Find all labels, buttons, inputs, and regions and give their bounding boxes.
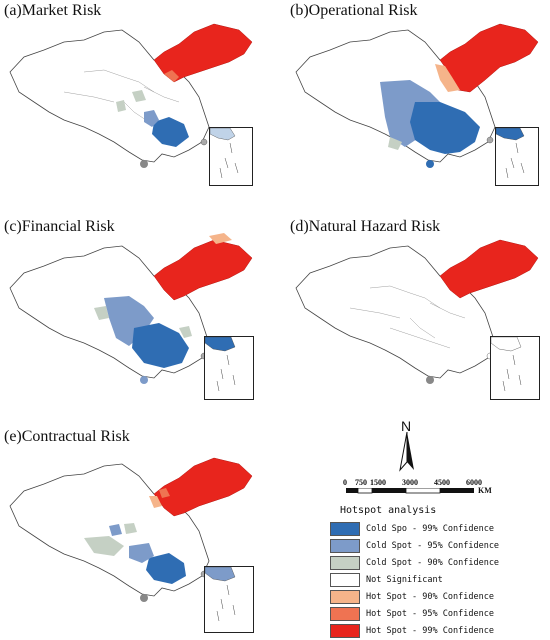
- hotspot-90-region: [209, 233, 232, 244]
- panel-operational-risk: (b)Operational Risk: [290, 2, 550, 197]
- hainan-island: [426, 160, 434, 168]
- coldspot-99-region: [146, 553, 186, 584]
- coldspot-90-region: [116, 100, 126, 112]
- scale-ticks: 0 750 1500 3000 4500 6000: [340, 478, 500, 488]
- inset-map: [209, 127, 239, 179]
- coldspot-90-region: [132, 90, 146, 102]
- legend-label: Hot Spot - 99% Confidence: [366, 625, 494, 636]
- legend-label: Hot Spot - 90% Confidence: [366, 591, 494, 602]
- coldspot-90-region: [179, 326, 192, 338]
- legend-item: Hot Spot - 99% Confidence: [330, 622, 540, 639]
- south-china-sea-inset: [204, 566, 254, 633]
- hainan-island: [140, 376, 148, 384]
- hotspot-95-region: [164, 70, 179, 82]
- coldspot-95-region: [144, 110, 159, 127]
- hainan-island: [140, 594, 148, 602]
- inset-map: [204, 336, 236, 392]
- coldspot-90-region: [124, 523, 137, 534]
- coldspot-90-region: [94, 306, 109, 320]
- inset-map: [490, 336, 522, 392]
- hainan-island: [426, 376, 434, 384]
- legend-swatch: [330, 538, 360, 553]
- panel-market-risk: (a)Market Risk: [4, 2, 269, 197]
- south-china-sea-inset: [495, 127, 539, 186]
- panel-title: (c)Financial Risk: [4, 218, 115, 235]
- hotspot-99-region: [439, 23, 539, 93]
- legend-swatch: [330, 555, 360, 570]
- legend-label: Cold Spot - 90% Confidence: [366, 557, 500, 568]
- hotspot-99-region: [439, 239, 539, 299]
- inset-map: [204, 566, 236, 622]
- panel-title: (d)Natural Hazard Risk: [290, 218, 441, 235]
- legend-item: Hot Spot - 95% Confidence: [330, 605, 540, 622]
- legend-swatch: [330, 623, 360, 638]
- legend-swatch: [330, 521, 360, 536]
- hotspot-90-region: [435, 64, 460, 92]
- legend-item: Cold Spot - 90% Confidence: [330, 554, 540, 571]
- china-map: [9, 233, 253, 384]
- coldspot-95-region: [109, 524, 122, 536]
- scale-tick: 3000: [402, 478, 418, 487]
- panel-contractual-risk: (e)Contractual Risk: [4, 428, 269, 638]
- hotspot-99-region: [153, 457, 253, 517]
- hotspot-99-region: [153, 239, 253, 301]
- south-china-sea-inset: [209, 127, 253, 186]
- china-map: [9, 23, 253, 168]
- legend-item: Cold Spo - 99% Confidence: [330, 520, 540, 537]
- coldspot-95-region: [129, 543, 154, 563]
- china-map: [9, 457, 253, 602]
- hotspot-90-region: [149, 496, 162, 508]
- scale-bar: [346, 488, 474, 494]
- panel-financial-risk: (c)Financial Risk: [4, 218, 269, 413]
- legend-swatch: [330, 606, 360, 621]
- taiwan-island: [200, 138, 208, 146]
- scale-tick: 1500: [370, 478, 386, 487]
- panel-title: (a)Market Risk: [4, 2, 102, 19]
- legend-item: Not Significant: [330, 571, 540, 588]
- north-arrow-icon: [399, 432, 414, 472]
- coldspot-99-region: [152, 117, 189, 147]
- province-borders: [349, 285, 466, 349]
- coldspot-99-region: [410, 102, 480, 154]
- scale-tick: 6000: [466, 478, 482, 487]
- legend-swatch: [330, 589, 360, 604]
- south-china-sea-inset: [490, 336, 540, 400]
- china-map: [295, 23, 539, 168]
- legend-label: Cold Spot - 95% Confidence: [366, 540, 500, 551]
- legend-label: Cold Spo - 99% Confidence: [366, 523, 494, 534]
- legend-swatch: [330, 572, 360, 587]
- inset-map: [495, 127, 525, 179]
- legend-label: Not Significant: [366, 574, 443, 585]
- south-china-sea-inset: [204, 336, 254, 400]
- legend-item: Cold Spot - 95% Confidence: [330, 537, 540, 554]
- legend-title: Hotspot analysis: [340, 505, 437, 516]
- legend: Hotspot analysis Cold Spo - 99% Confiden…: [330, 505, 540, 639]
- panel-title: (b)Operational Risk: [290, 2, 418, 19]
- coldspot-99-region: [132, 323, 189, 368]
- hotspot-99-region: [153, 23, 253, 83]
- hainan-island: [140, 160, 148, 168]
- coldspot-90-region: [84, 536, 124, 556]
- legend-label: Hot Spot - 95% Confidence: [366, 608, 494, 619]
- scale-tick: 750: [355, 478, 367, 487]
- coldspot-90-region: [388, 137, 402, 150]
- hotspot-95-region: [159, 488, 170, 498]
- taiwan-island: [486, 136, 494, 144]
- north-label: N: [401, 418, 412, 434]
- panel-title: (e)Contractual Risk: [4, 428, 130, 445]
- scale-unit: KM: [478, 486, 492, 495]
- scale-tick: 0: [343, 478, 347, 487]
- legend-item: Hot Spot - 90% Confidence: [330, 588, 540, 605]
- panel-natural-hazard-risk: (d)Natural Hazard Risk: [290, 218, 550, 413]
- scale-tick: 4500: [434, 478, 450, 487]
